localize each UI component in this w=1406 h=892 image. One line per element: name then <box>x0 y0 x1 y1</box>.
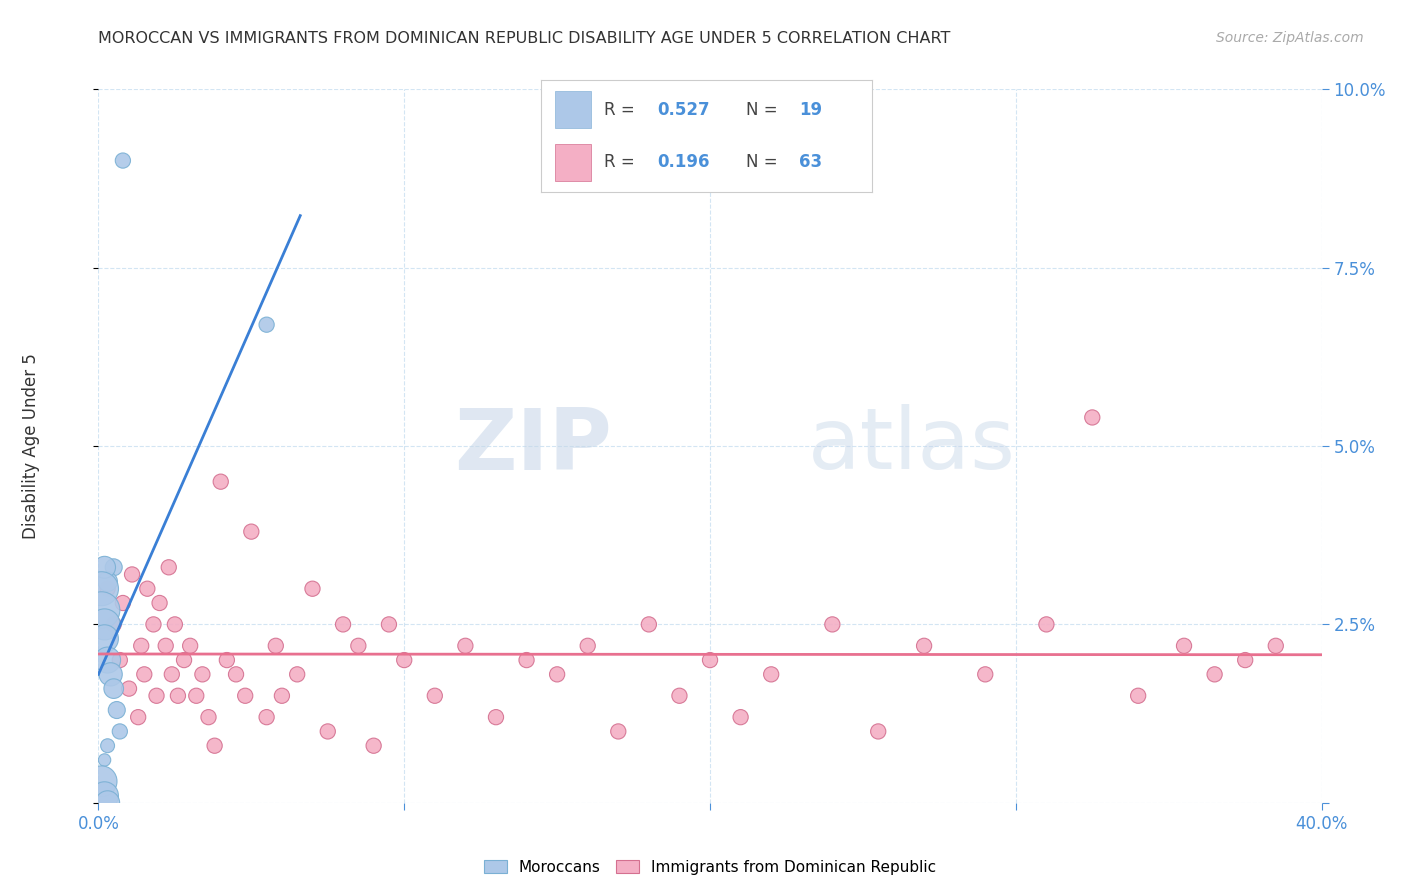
Text: 63: 63 <box>799 153 823 171</box>
Point <box>868 724 890 739</box>
Point <box>118 681 141 696</box>
Point <box>347 639 370 653</box>
Point <box>215 653 238 667</box>
Bar <box>554 92 591 128</box>
Point <box>142 617 165 632</box>
Legend: Moroccans, Immigrants from Dominican Republic: Moroccans, Immigrants from Dominican Rep… <box>478 854 942 880</box>
Text: Disability Age Under 5: Disability Age Under 5 <box>22 353 39 539</box>
Text: N =: N = <box>747 101 783 119</box>
Point <box>97 582 120 596</box>
Point <box>111 153 134 168</box>
Point <box>668 689 690 703</box>
Point <box>93 560 115 574</box>
Text: ZIP: ZIP <box>454 404 612 488</box>
Point <box>316 724 339 739</box>
Point <box>145 689 167 703</box>
Point <box>1234 653 1257 667</box>
Point <box>1035 617 1057 632</box>
Point <box>363 739 385 753</box>
Point <box>1173 639 1195 653</box>
Point <box>108 724 131 739</box>
Point <box>256 710 278 724</box>
Point <box>136 582 159 596</box>
Point <box>93 632 115 646</box>
Text: 0.527: 0.527 <box>657 101 710 119</box>
Point <box>127 710 149 724</box>
Point <box>270 689 292 703</box>
Point <box>163 617 186 632</box>
Point <box>173 653 195 667</box>
Point <box>179 639 201 653</box>
Point <box>129 639 152 653</box>
Point <box>301 582 323 596</box>
Point <box>108 653 131 667</box>
Point <box>233 689 256 703</box>
Point <box>454 639 477 653</box>
Point <box>111 596 134 610</box>
Point <box>93 617 115 632</box>
Text: MOROCCAN VS IMMIGRANTS FROM DOMINICAN REPUBLIC DISABILITY AGE UNDER 5 CORRELATIO: MOROCCAN VS IMMIGRANTS FROM DOMINICAN RE… <box>98 31 950 46</box>
Point <box>974 667 997 681</box>
Point <box>90 603 112 617</box>
Point <box>576 639 599 653</box>
Point <box>730 710 752 724</box>
Point <box>821 617 844 632</box>
Point <box>103 560 125 574</box>
Point <box>256 318 278 332</box>
Point <box>607 724 630 739</box>
Point <box>93 789 115 803</box>
Text: Source: ZipAtlas.com: Source: ZipAtlas.com <box>1216 31 1364 45</box>
Point <box>392 653 416 667</box>
Text: R =: R = <box>605 153 640 171</box>
Point <box>90 774 112 789</box>
Point <box>332 617 354 632</box>
Point <box>516 653 538 667</box>
Point <box>191 667 214 681</box>
Text: R =: R = <box>605 101 640 119</box>
Point <box>121 567 143 582</box>
Point <box>100 667 122 681</box>
Point <box>1081 410 1104 425</box>
Point <box>197 710 219 724</box>
Point <box>1264 639 1286 653</box>
Point <box>285 667 308 681</box>
Point <box>423 689 446 703</box>
Point <box>1128 689 1150 703</box>
Point <box>103 617 125 632</box>
Point <box>186 689 208 703</box>
Text: 0.196: 0.196 <box>657 153 710 171</box>
Point <box>546 667 568 681</box>
Point <box>1204 667 1226 681</box>
Point <box>97 796 120 810</box>
Text: N =: N = <box>747 153 783 171</box>
Point <box>97 653 120 667</box>
Point <box>240 524 263 539</box>
Point <box>637 617 661 632</box>
Point <box>155 639 177 653</box>
Point <box>912 639 935 653</box>
Point <box>759 667 782 681</box>
Point <box>157 560 180 574</box>
Point <box>225 667 247 681</box>
Point <box>97 739 120 753</box>
Text: 19: 19 <box>799 101 823 119</box>
Point <box>93 753 115 767</box>
Point <box>149 596 172 610</box>
Point <box>699 653 721 667</box>
Point <box>90 582 112 596</box>
Point <box>167 689 190 703</box>
Point <box>160 667 183 681</box>
Text: atlas: atlas <box>808 404 1017 488</box>
Point <box>209 475 232 489</box>
Point <box>204 739 226 753</box>
Bar <box>554 144 591 180</box>
Point <box>264 639 287 653</box>
Point <box>103 681 125 696</box>
Point <box>378 617 401 632</box>
Point <box>134 667 156 681</box>
Point <box>97 574 120 589</box>
Point <box>105 703 128 717</box>
Point <box>485 710 508 724</box>
